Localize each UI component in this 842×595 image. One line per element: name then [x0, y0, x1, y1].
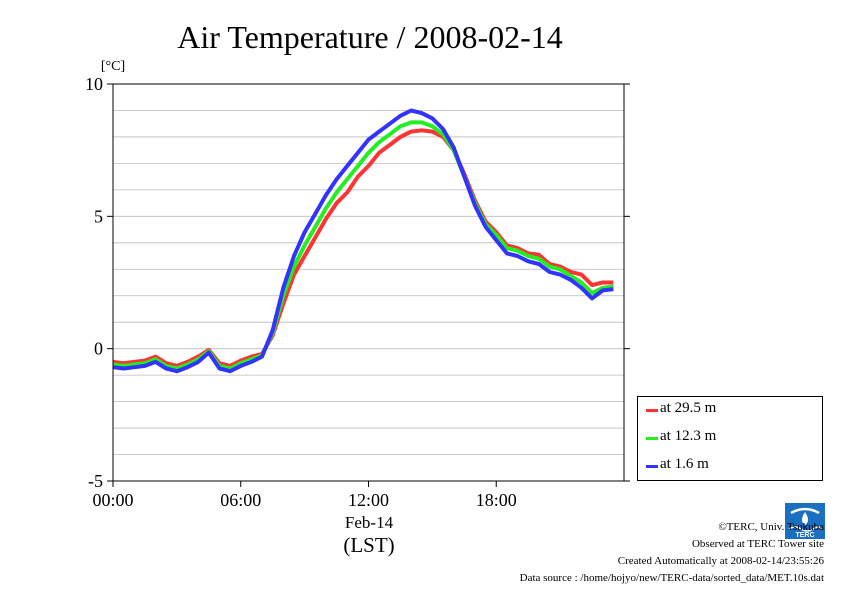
credit-observed: Observed at TERC Tower site [691, 538, 824, 550]
legend: at 29.5 m at 12.3 m at 1.6 m [637, 396, 823, 481]
credit-copyright: ©TERC, Univ. Tsukuba [718, 521, 824, 533]
grid-layer [113, 110, 624, 455]
y-tick-label: 5 [94, 206, 103, 226]
credit-source: Data source : /home/hojyo/new/TERC-data/… [519, 572, 824, 584]
chart-title: Air Temperature / 2008-02-14 [177, 19, 563, 55]
series-line [112, 120, 614, 371]
legend-item: at 29.5 m [638, 400, 822, 420]
legend-item: at 12.3 m [638, 428, 822, 448]
plot-frame [112, 83, 625, 482]
legend-item: at 1.6 m [638, 456, 822, 476]
y-tick-label: 0 [94, 339, 103, 359]
x-tick-label: 18:00 [476, 490, 517, 510]
terc-logo: TERC [785, 503, 825, 539]
y-tick-label: 10 [85, 74, 103, 94]
tick-layer: 10 5 0 -500:00 06:00 12:00 18:00 [85, 74, 630, 510]
x-tick-label: 06:00 [220, 490, 261, 510]
legend-swatch [646, 409, 658, 412]
series-line [112, 108, 614, 374]
svg-text:TERC: TERC [795, 532, 814, 539]
y-tick-label: -5 [88, 471, 103, 491]
legend-label: at 12.3 m [660, 428, 717, 444]
y-axis-unit: [°C] [101, 59, 125, 74]
legend-label: at 29.5 m [660, 400, 717, 416]
date-label: Feb-14 [345, 513, 394, 532]
legend-swatch [646, 465, 658, 468]
series-layer [112, 108, 614, 374]
series-line [112, 128, 614, 368]
x-axis-label: (LST) [343, 533, 394, 557]
legend-label: at 1.6 m [660, 456, 709, 472]
x-tick-label: 00:00 [92, 490, 133, 510]
legend-swatch [646, 437, 658, 440]
credit-created: Created Automatically at 2008-02-14/23:5… [617, 555, 824, 567]
x-tick-label: 12:00 [348, 490, 389, 510]
